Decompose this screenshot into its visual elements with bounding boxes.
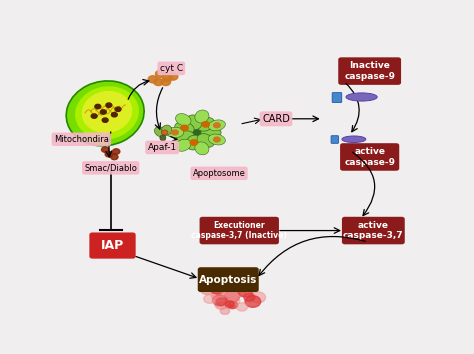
Ellipse shape (201, 127, 221, 138)
Ellipse shape (175, 131, 194, 143)
FancyBboxPatch shape (340, 143, 399, 171)
Circle shape (251, 292, 265, 303)
FancyBboxPatch shape (198, 267, 259, 292)
Text: Apoptosis: Apoptosis (199, 275, 257, 285)
Circle shape (212, 295, 227, 306)
Ellipse shape (195, 110, 209, 123)
Circle shape (115, 107, 121, 112)
Ellipse shape (155, 127, 165, 137)
Circle shape (229, 297, 240, 305)
Circle shape (154, 79, 163, 86)
Circle shape (155, 70, 165, 78)
Text: cyt C: cyt C (160, 64, 183, 73)
Ellipse shape (175, 122, 194, 134)
Text: IAP: IAP (101, 239, 124, 252)
Circle shape (237, 290, 246, 297)
Circle shape (244, 293, 255, 301)
Ellipse shape (346, 93, 377, 101)
FancyBboxPatch shape (342, 217, 405, 244)
Text: Apaf-1: Apaf-1 (147, 143, 177, 152)
Circle shape (100, 110, 106, 114)
Text: CARD: CARD (262, 114, 290, 124)
Circle shape (202, 122, 210, 127)
Text: Executioner
caspase-3,7 (Inactive): Executioner caspase-3,7 (Inactive) (191, 221, 287, 240)
Ellipse shape (186, 115, 202, 130)
Circle shape (228, 302, 237, 309)
Circle shape (181, 125, 188, 131)
Ellipse shape (161, 125, 172, 135)
Circle shape (172, 130, 178, 135)
Circle shape (105, 152, 112, 157)
Circle shape (238, 286, 253, 297)
Circle shape (216, 298, 227, 306)
Text: active
caspase-9: active caspase-9 (344, 147, 395, 167)
Circle shape (201, 284, 214, 295)
Circle shape (163, 74, 173, 81)
Circle shape (211, 290, 227, 301)
Circle shape (221, 286, 236, 297)
Circle shape (102, 118, 108, 122)
Ellipse shape (209, 134, 225, 145)
Circle shape (95, 104, 101, 109)
Circle shape (220, 308, 229, 315)
Ellipse shape (75, 86, 139, 139)
Circle shape (112, 149, 120, 154)
Circle shape (210, 284, 224, 294)
Circle shape (204, 295, 216, 303)
Ellipse shape (160, 135, 166, 141)
Circle shape (101, 147, 109, 152)
Ellipse shape (82, 91, 132, 133)
Ellipse shape (197, 134, 214, 147)
Circle shape (227, 289, 240, 298)
Ellipse shape (175, 139, 191, 151)
FancyBboxPatch shape (338, 57, 401, 85)
Circle shape (106, 103, 112, 107)
Circle shape (214, 137, 220, 142)
Circle shape (216, 299, 226, 306)
Ellipse shape (175, 114, 191, 126)
Circle shape (214, 123, 220, 128)
Circle shape (148, 76, 158, 83)
Text: Inactive
caspase-9: Inactive caspase-9 (344, 61, 395, 81)
Text: Mitochondira: Mitochondira (54, 135, 109, 144)
Circle shape (237, 303, 247, 311)
Circle shape (110, 154, 118, 160)
Ellipse shape (161, 130, 168, 135)
Circle shape (224, 291, 239, 302)
FancyBboxPatch shape (331, 136, 338, 143)
Circle shape (224, 299, 237, 309)
Circle shape (189, 126, 205, 138)
Circle shape (190, 140, 198, 145)
Circle shape (215, 300, 228, 309)
Text: Smac/Diablo: Smac/Diablo (84, 163, 137, 172)
Text: Apoptosome: Apoptosome (192, 169, 246, 178)
Ellipse shape (197, 118, 214, 131)
Ellipse shape (66, 81, 144, 146)
Circle shape (225, 301, 234, 307)
FancyBboxPatch shape (200, 217, 279, 244)
Text: active
caspase-3,7: active caspase-3,7 (343, 221, 404, 240)
Circle shape (168, 73, 178, 80)
Ellipse shape (195, 142, 209, 155)
Ellipse shape (342, 136, 366, 143)
Circle shape (91, 114, 97, 118)
Circle shape (245, 296, 261, 307)
FancyBboxPatch shape (90, 233, 136, 259)
Circle shape (111, 113, 117, 117)
Ellipse shape (166, 127, 184, 138)
Circle shape (161, 79, 171, 86)
FancyBboxPatch shape (332, 93, 342, 102)
Ellipse shape (209, 120, 225, 131)
Ellipse shape (186, 135, 202, 150)
